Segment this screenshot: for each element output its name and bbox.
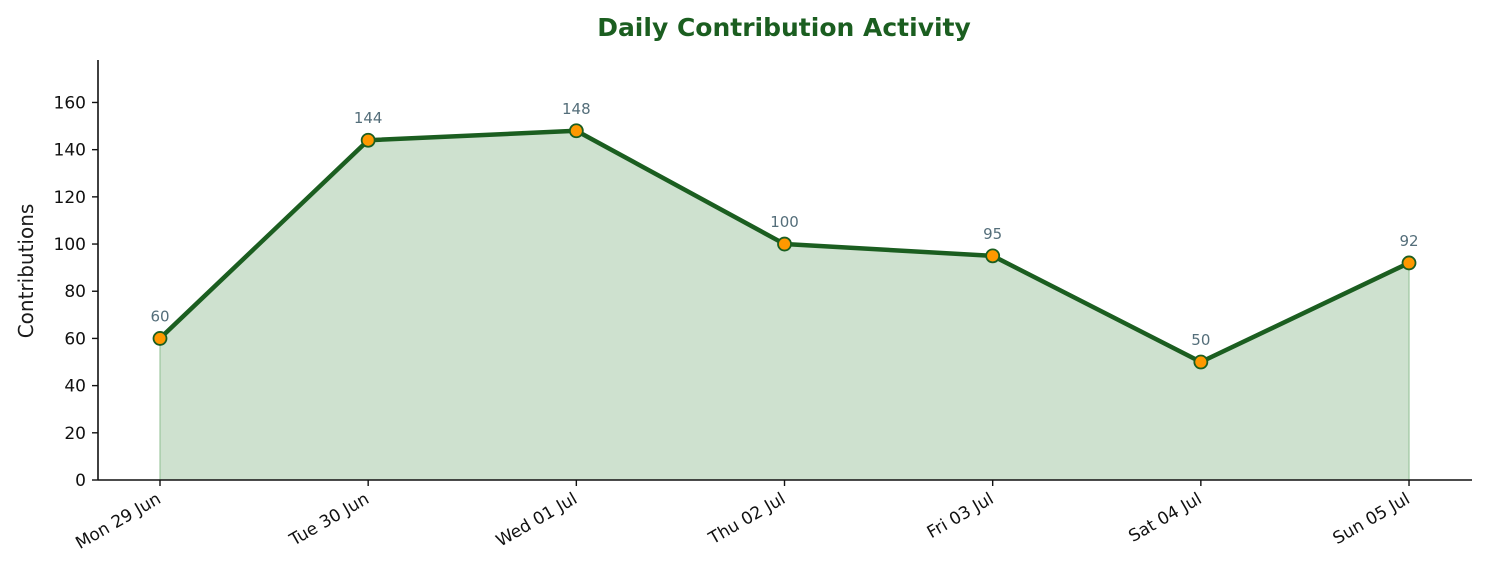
data-label: 95 xyxy=(983,225,1002,243)
area-fill xyxy=(159,130,1410,481)
x-tick-label: Sat 04 Jul xyxy=(1125,489,1205,547)
y-tick-label: 20 xyxy=(64,424,86,444)
y-tick-label: 60 xyxy=(64,329,86,349)
data-label: 100 xyxy=(770,213,799,231)
plot-area: 0 20 40 60 80 100 120 140 160 Mon 29 Jun Tue 30 Ju… xyxy=(54,60,1472,554)
x-tick-label: Mon 29 Jun xyxy=(72,489,164,554)
data-point xyxy=(360,132,376,148)
x-tick-label: Wed 01 Jul xyxy=(493,489,581,551)
y-axis-label: Contributions xyxy=(14,204,38,339)
data-label: 148 xyxy=(562,100,591,118)
x-tick-label: Thu 02 Jul xyxy=(705,489,789,549)
data-label: 144 xyxy=(354,109,383,127)
y-tick-label: 140 xyxy=(54,141,86,161)
y-tick-label: 160 xyxy=(54,93,86,113)
data-label: 60 xyxy=(150,307,169,325)
x-tick-label: Sun 05 Jul xyxy=(1330,489,1414,549)
chart-title: Daily Contribution Activity xyxy=(597,13,971,42)
y-tick-label: 40 xyxy=(64,377,86,397)
x-tick-label: Tue 30 Jun xyxy=(286,489,373,551)
data-point xyxy=(152,331,168,346)
data-point xyxy=(1193,354,1209,370)
x-tick-label: Fri 03 Jul xyxy=(924,489,997,543)
data-point xyxy=(568,123,584,139)
data-point xyxy=(1401,255,1417,271)
y-tick-label: 120 xyxy=(54,188,86,208)
y-tick-label: 100 xyxy=(54,235,86,255)
y-tick-label: 0 xyxy=(75,471,86,491)
data-label: 92 xyxy=(1399,232,1418,250)
data-point xyxy=(985,248,1001,264)
data-label: 50 xyxy=(1191,331,1210,349)
y-tick-label: 80 xyxy=(64,282,86,302)
data-point xyxy=(777,236,792,252)
